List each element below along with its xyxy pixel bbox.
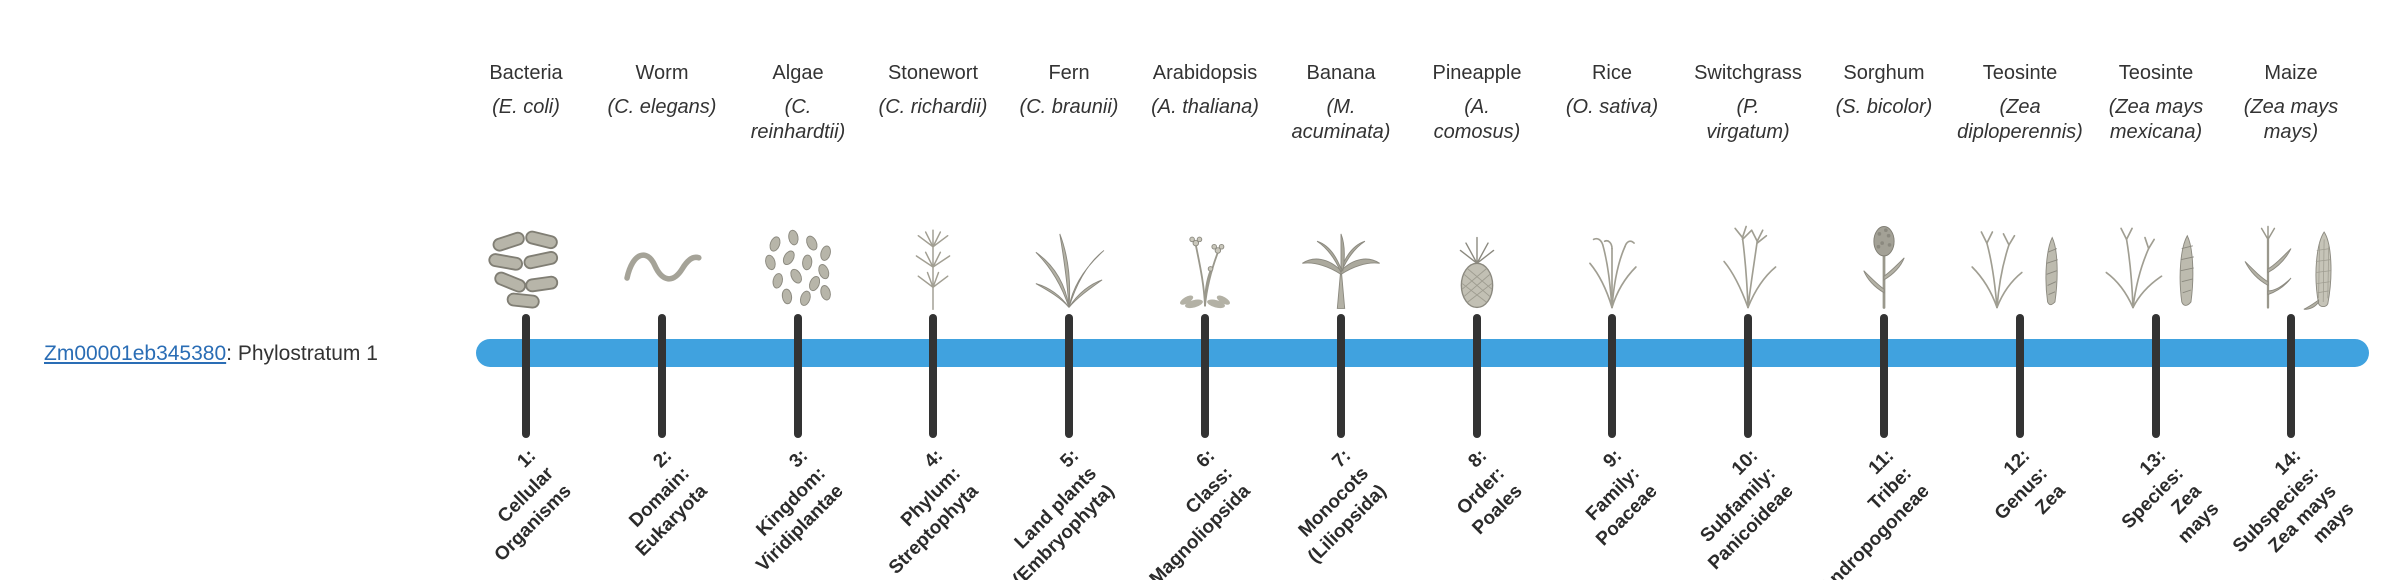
timeline-tick <box>1201 314 1209 438</box>
organism-label: Maize (Zea mays mays) <box>2186 60 2396 145</box>
bacteria-icon <box>451 213 601 313</box>
switchgrass-icon <box>1673 213 1823 313</box>
organism-scientific-name: (C. braunii) <box>1019 96 1119 118</box>
organism-common-name: Algae <box>772 62 824 84</box>
banana-icon <box>1266 213 1416 313</box>
organism-scientific-name: (E. coli) <box>492 96 560 118</box>
organism-scientific-name: (P. virgatum) <box>1706 96 1790 143</box>
maize-icon <box>2216 213 2366 313</box>
organism-scientific-name: (S. bicolor) <box>1835 96 1933 118</box>
organism-common-name: Teosinte <box>2118 62 2194 84</box>
fern-icon <box>994 213 1144 313</box>
timeline-tick <box>1337 314 1345 438</box>
organism-label: Arabidopsis (A. thaliana) <box>1100 60 1310 120</box>
timeline-tick <box>1744 314 1752 438</box>
timeline-tick <box>2016 314 2024 438</box>
organism-label: Bacteria (E. coli) <box>421 60 631 120</box>
organism-label: Fern (C. braunii) <box>964 60 1174 120</box>
worm-icon <box>587 213 737 313</box>
arabidopsis-icon <box>1130 213 1280 313</box>
organism-scientific-name: (M. acuminata) <box>1291 96 1391 143</box>
organism-common-name: Rice <box>1591 62 1632 84</box>
stratum-label: 1: Cellular Organisms <box>490 445 576 566</box>
organism-common-name: Worm <box>635 62 689 84</box>
organism-scientific-name: (C. richardii) <box>878 96 988 118</box>
stonewort-icon <box>858 213 1008 313</box>
organism-label: Pineapple (A. comosus) <box>1372 60 1582 145</box>
timeline-tick <box>929 314 937 438</box>
organism-common-name: Switchgrass <box>1694 62 1802 84</box>
organism-common-name: Pineapple <box>1432 62 1522 84</box>
organism-label: Teosinte (Zea diploperennis) <box>1915 60 2125 145</box>
organism-scientific-name: (C. reinhardtii) <box>750 96 846 143</box>
organism-common-name: Banana <box>1306 62 1376 84</box>
organism-label: Stonewort (C. richardii) <box>828 60 1038 120</box>
organism-scientific-name: (O. sativa) <box>1565 96 1659 118</box>
organism-common-name: Arabidopsis <box>1152 62 1258 84</box>
organism-scientific-name: (Zea mays mexicana) <box>2108 96 2204 143</box>
organism-common-name: Fern <box>1048 62 1090 84</box>
algae-icon <box>723 213 873 313</box>
timeline-tick <box>1065 314 1073 438</box>
pineapple-icon <box>1402 213 1552 313</box>
organism-common-name: Stonewort <box>887 62 979 84</box>
gene-link[interactable]: Zm00001eb345380 <box>44 342 227 365</box>
organism-label: Banana (M. acuminata) <box>1236 60 1446 145</box>
organism-scientific-name: (A. thaliana) <box>1151 96 1259 118</box>
phylostratum-bar <box>476 339 2369 367</box>
timeline-tick <box>522 314 530 438</box>
gene-label-suffix: : Phylostratum 1 <box>226 342 378 365</box>
organism-common-name: Teosinte <box>1982 62 2058 84</box>
timeline-tick <box>2152 314 2160 438</box>
timeline-tick <box>2287 314 2295 438</box>
sorghum-icon <box>1809 213 1959 313</box>
organism-scientific-name: (Zea mays mays) <box>2243 96 2339 143</box>
timeline-tick <box>658 314 666 438</box>
organism-label: Algae (C. reinhardtii) <box>693 60 903 145</box>
teosinte-mexicana-icon <box>2081 213 2231 313</box>
gene-label: Zm00001eb345380: Phylostratum 1 <box>44 341 378 367</box>
organism-common-name: Maize <box>2264 62 2318 84</box>
timeline-tick <box>794 314 802 438</box>
organism-label: Teosinte (Zea mays mexicana) <box>2051 60 2261 145</box>
rice-icon <box>1537 213 1687 313</box>
organism-label: Sorghum (S. bicolor) <box>1779 60 1989 120</box>
organism-label: Worm (C. elegans) <box>557 60 767 120</box>
organism-scientific-name: (C. elegans) <box>607 96 717 118</box>
timeline-tick <box>1473 314 1481 438</box>
organism-scientific-name: (Zea diploperennis) <box>1957 96 2083 143</box>
teosinte-diploperennis-icon <box>1945 213 2095 313</box>
organism-label: Rice (O. sativa) <box>1507 60 1717 120</box>
organism-label: Switchgrass (P. virgatum) <box>1643 60 1853 145</box>
timeline-tick <box>1608 314 1616 438</box>
organism-common-name: Sorghum <box>1843 62 1925 84</box>
organism-scientific-name: (A. comosus) <box>1433 96 1521 143</box>
organism-common-name: Bacteria <box>489 62 563 84</box>
timeline-tick <box>1880 314 1888 438</box>
